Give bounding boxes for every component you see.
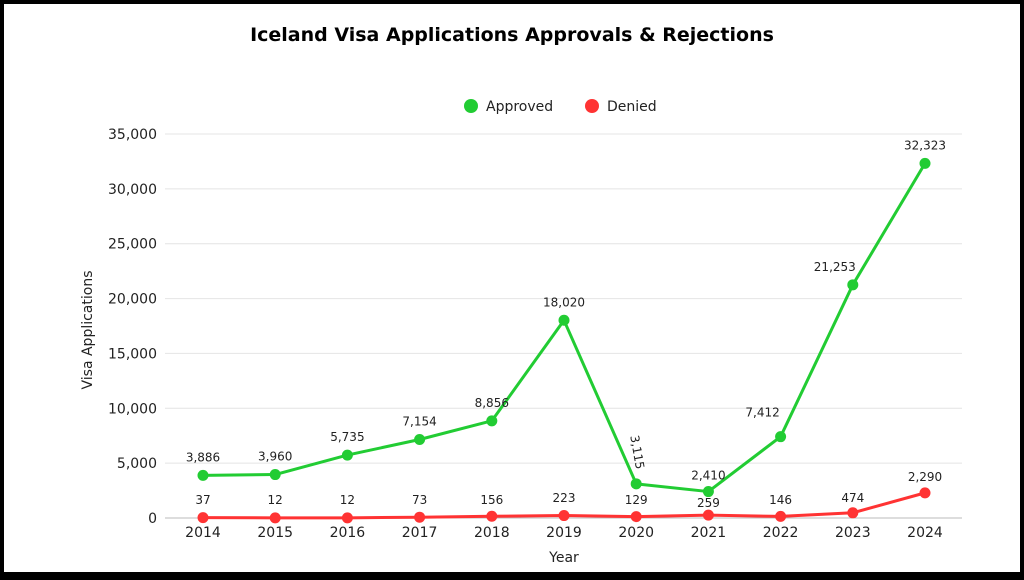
x-axis-label: Year [548, 550, 579, 566]
data-label-denied: 12 [340, 493, 355, 507]
data-point-approved [558, 314, 570, 326]
legend-marker-denied [585, 99, 599, 113]
data-point-denied [775, 510, 787, 522]
data-label-denied: 129 [625, 493, 648, 507]
y-tick-label: 5,000 [117, 456, 157, 472]
data-point-denied [630, 511, 642, 523]
data-point-denied [919, 487, 931, 499]
x-tick-label: 2021 [691, 525, 727, 541]
data-label-denied: 73 [412, 493, 427, 507]
data-point-approved [414, 434, 426, 446]
data-label-denied: 223 [553, 491, 576, 505]
legend-marker-approved [464, 99, 478, 113]
data-label-denied: 2,290 [908, 470, 942, 484]
data-label-approved: 5,735 [330, 430, 364, 444]
data-label-approved: 18,020 [543, 295, 585, 309]
x-tick-label: 2017 [402, 525, 438, 541]
data-label-approved: 8,856 [475, 396, 509, 410]
data-point-approved [847, 279, 859, 291]
y-tick-label: 35,000 [108, 127, 157, 143]
data-point-approved [630, 478, 642, 490]
data-label-approved: 2,410 [691, 469, 725, 483]
y-tick-label: 25,000 [108, 237, 157, 253]
data-point-approved [919, 157, 931, 169]
x-tick-label: 2020 [618, 525, 654, 541]
data-label-approved: 21,253 [814, 260, 856, 274]
y-tick-label: 10,000 [108, 401, 157, 417]
data-point-approved [269, 469, 281, 481]
data-point-approved [775, 431, 787, 443]
data-label-denied: 37 [195, 493, 210, 507]
data-label-approved: 3,960 [258, 450, 292, 464]
x-tick-label: 2014 [185, 525, 221, 541]
x-tick-label: 2018 [474, 525, 510, 541]
legend: Approved Denied [464, 99, 657, 115]
series-line-approved [202, 162, 927, 494]
x-tick-label: 2016 [330, 525, 366, 541]
data-label-denied: 259 [697, 496, 720, 510]
data-label-denied: 146 [769, 493, 792, 507]
legend-label-denied: Denied [607, 99, 657, 115]
line-chart: Iceland Visa Applications Approvals & Re… [80, 24, 962, 566]
data-label-denied: 156 [480, 493, 503, 507]
data-point-approved [197, 469, 209, 481]
x-tick-label: 2022 [763, 525, 799, 541]
y-tick-label: 15,000 [108, 346, 157, 362]
x-tick-label: 2024 [907, 525, 943, 541]
data-label-approved: 7,154 [402, 415, 436, 429]
data-label-denied: 474 [841, 491, 864, 505]
data-label-approved: 3,115 [627, 434, 647, 470]
data-point-denied [847, 507, 859, 519]
data-point-denied [197, 512, 209, 524]
x-tick-label: 2019 [546, 525, 582, 541]
data-point-approved [702, 486, 714, 498]
data-label-denied: 12 [268, 493, 283, 507]
data-point-denied [558, 510, 570, 522]
data-point-denied [702, 509, 714, 521]
data-point-approved [341, 449, 353, 461]
data-label-approved: 7,412 [745, 406, 779, 420]
data-point-denied [341, 512, 353, 524]
data-point-approved [486, 415, 498, 427]
y-tick-label: 0 [148, 511, 157, 527]
y-axis-label: Visa Applications [80, 271, 96, 390]
y-tick-label: 30,000 [108, 182, 157, 198]
data-point-denied [269, 512, 281, 524]
legend-label-approved: Approved [486, 99, 553, 115]
x-tick-label: 2023 [835, 525, 871, 541]
x-tick-label: 2015 [257, 525, 293, 541]
data-label-approved: 32,323 [904, 138, 946, 152]
y-tick-label: 20,000 [108, 292, 157, 308]
chart-title: Iceland Visa Applications Approvals & Re… [250, 24, 774, 46]
data-point-denied [414, 511, 426, 523]
data-point-denied [486, 510, 498, 522]
chart-frame: Iceland Visa Applications Approvals & Re… [4, 4, 1020, 572]
data-label-approved: 3,886 [186, 450, 220, 464]
